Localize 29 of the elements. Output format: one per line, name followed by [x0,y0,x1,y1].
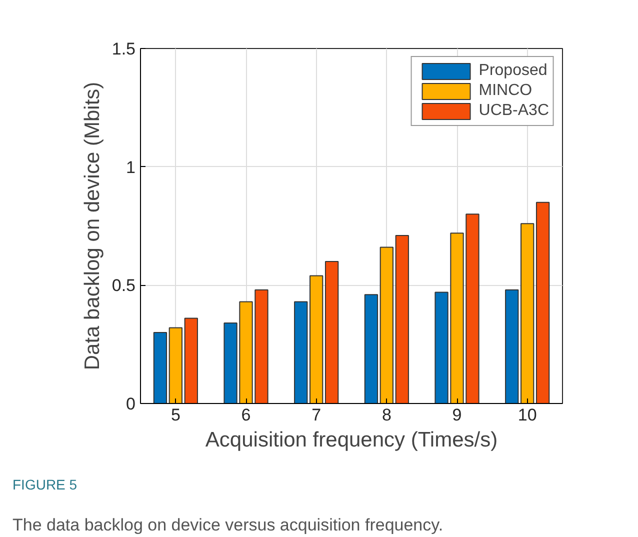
bar [184,318,198,404]
x-tick-label: 8 [382,406,392,424]
x-tick-label: 7 [312,406,322,424]
y-tick-label: 1 [126,158,136,177]
bar [536,202,550,404]
text: The data backlog on device versus acquisition frequency. [12,516,444,534]
x-tick-label: 10 [518,406,537,424]
bar [520,223,534,404]
bar [380,246,394,404]
bar [294,301,308,404]
bar [310,275,324,404]
bar [153,332,168,404]
bar [505,289,519,404]
caption: FIGURE 5 [12,476,78,492]
x-tick-label: 5 [170,406,180,424]
x-tick-label: 9 [452,406,462,424]
y-tick-label: 1.5 [112,40,136,58]
y-axis-title: Data backlog on device (Mbits) [80,82,104,370]
legend-label: MINCO [478,82,532,100]
legend-label: Proposed [478,62,548,80]
legend-label: UCB-A3C [478,102,549,120]
x-tick-label: 6 [241,406,251,424]
bar [364,294,378,404]
bar [168,327,182,404]
bar [395,234,409,404]
x-axis-title: Acquisition frequency (Times/s) [205,428,498,452]
bar [324,261,339,404]
y-tick-label: 0 [126,394,136,414]
y-tick-label: 0.5 [112,276,136,296]
